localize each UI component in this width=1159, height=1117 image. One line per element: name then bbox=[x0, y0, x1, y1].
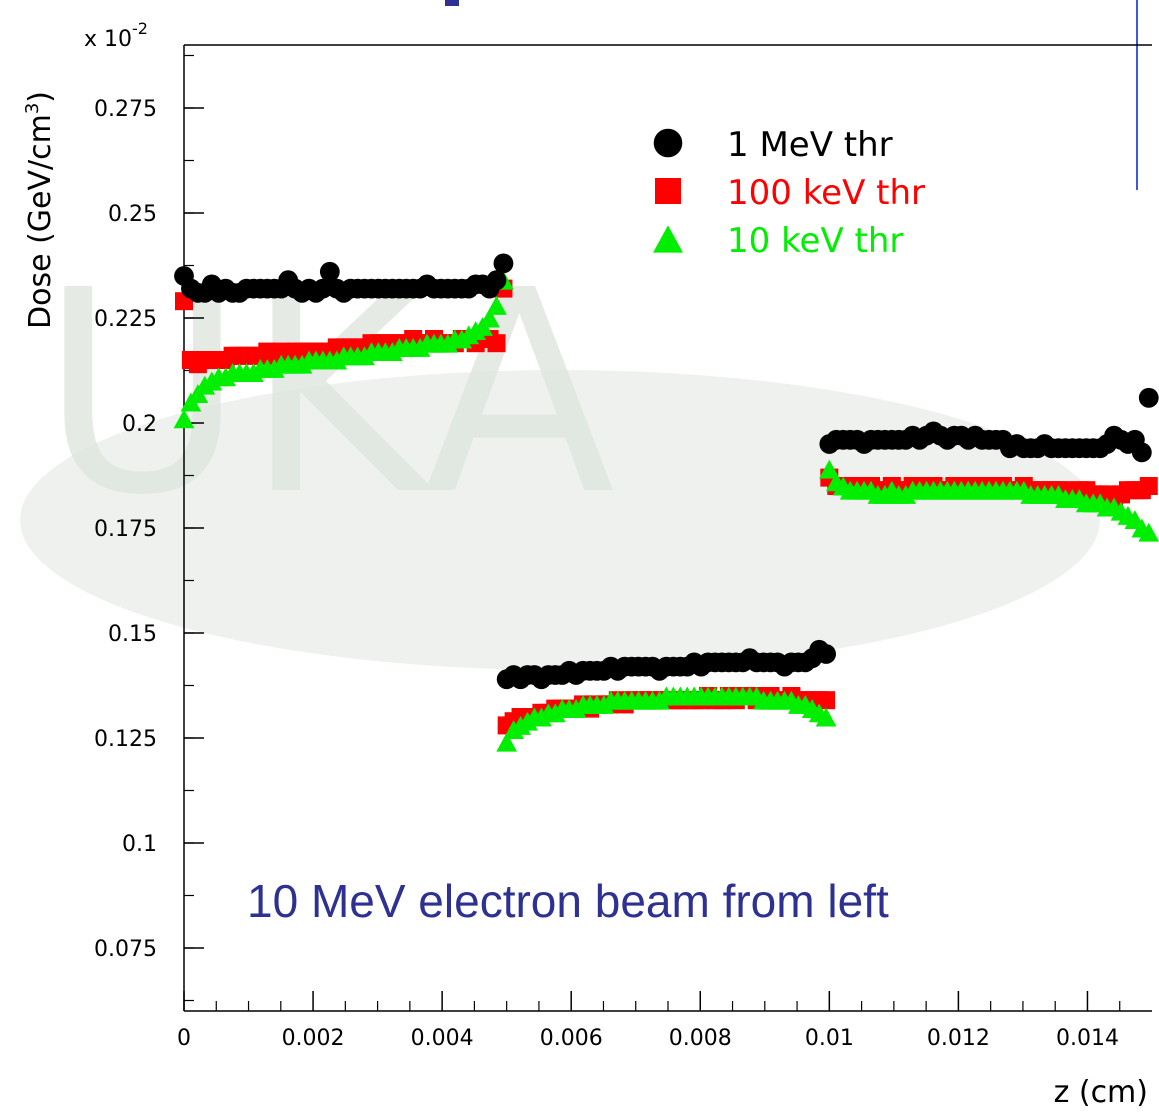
data-point-circle bbox=[1131, 442, 1152, 463]
data-marks bbox=[173, 253, 1159, 752]
x-axis: 0 0.002 0.004 0.006 0.008 0.01 0.012 0.014 bbox=[177, 991, 1121, 1051]
data-point-triangle bbox=[486, 295, 507, 315]
data-point-triangle bbox=[1138, 522, 1159, 542]
decor-title-fragment bbox=[445, 0, 459, 6]
beam-annotation: 10 MeV electron beam from left bbox=[247, 875, 889, 927]
data-point-circle bbox=[319, 261, 340, 282]
axis-labels: x 10-2 Dose (GeV/cm3) z (cm) 10 MeV elec… bbox=[22, 19, 1148, 1110]
x-axis-title: z (cm) bbox=[1054, 1075, 1148, 1110]
legend-label: 100 keV thr bbox=[727, 173, 925, 213]
data-point-triangle bbox=[496, 732, 518, 752]
y-axis-title: Dose (GeV/cm3) bbox=[22, 91, 58, 329]
x-tick-label: 0.012 bbox=[927, 1026, 990, 1051]
y-tick-label: 0.275 bbox=[94, 97, 157, 122]
legend-label: 1 MeV thr bbox=[727, 125, 893, 165]
decor-lines bbox=[445, 0, 1138, 190]
x-tick-label: 0.008 bbox=[669, 1026, 732, 1051]
y-tick-label: 0.125 bbox=[94, 727, 157, 752]
data-point-circle bbox=[816, 644, 837, 664]
y-tick-label: 0.25 bbox=[108, 202, 157, 227]
legend-marker-triangle bbox=[653, 225, 683, 253]
legend-marker-circle bbox=[653, 128, 683, 158]
x-tick-label: 0.004 bbox=[411, 1026, 474, 1051]
x-tick-label: 0.006 bbox=[540, 1026, 603, 1051]
data-point-circle bbox=[1138, 387, 1159, 408]
data-point-circle bbox=[486, 270, 507, 291]
data-point-circle bbox=[493, 253, 514, 274]
y-tick-label: 0.1 bbox=[122, 832, 157, 857]
y-tick-label: 0.175 bbox=[94, 517, 157, 542]
y-tick-label: 0.075 bbox=[94, 937, 157, 962]
y-tick-label: 0.2 bbox=[122, 412, 157, 437]
y-multiplier: x 10-2 bbox=[84, 19, 148, 52]
y-axis: 0.075 0.1 0.125 0.15 0.175 0.2 0.225 0.25 0.275 bbox=[94, 54, 204, 1002]
legend: 1 MeV thr 100 keV thr 10 keV thr bbox=[653, 125, 925, 261]
x-tick-label: 0.014 bbox=[1056, 1026, 1119, 1051]
data-point-triangle bbox=[818, 459, 840, 479]
legend-label: 10 keV thr bbox=[727, 221, 903, 261]
data-point-triangle bbox=[173, 409, 195, 429]
x-tick-label: 0.002 bbox=[282, 1026, 345, 1051]
legend-marker-square bbox=[655, 178, 681, 204]
y-tick-label: 0.15 bbox=[108, 622, 157, 647]
data-point-circle bbox=[312, 278, 333, 299]
x-tick-label: 0.01 bbox=[805, 1026, 854, 1051]
data-point-square bbox=[817, 691, 836, 710]
data-point-square bbox=[487, 334, 506, 353]
data-point-triangle bbox=[815, 707, 837, 727]
x-tick-label: 0 bbox=[177, 1026, 191, 1051]
data-point-triangle bbox=[479, 308, 500, 328]
y-tick-label: 0.225 bbox=[94, 307, 157, 332]
data-point-square bbox=[1139, 477, 1158, 495]
